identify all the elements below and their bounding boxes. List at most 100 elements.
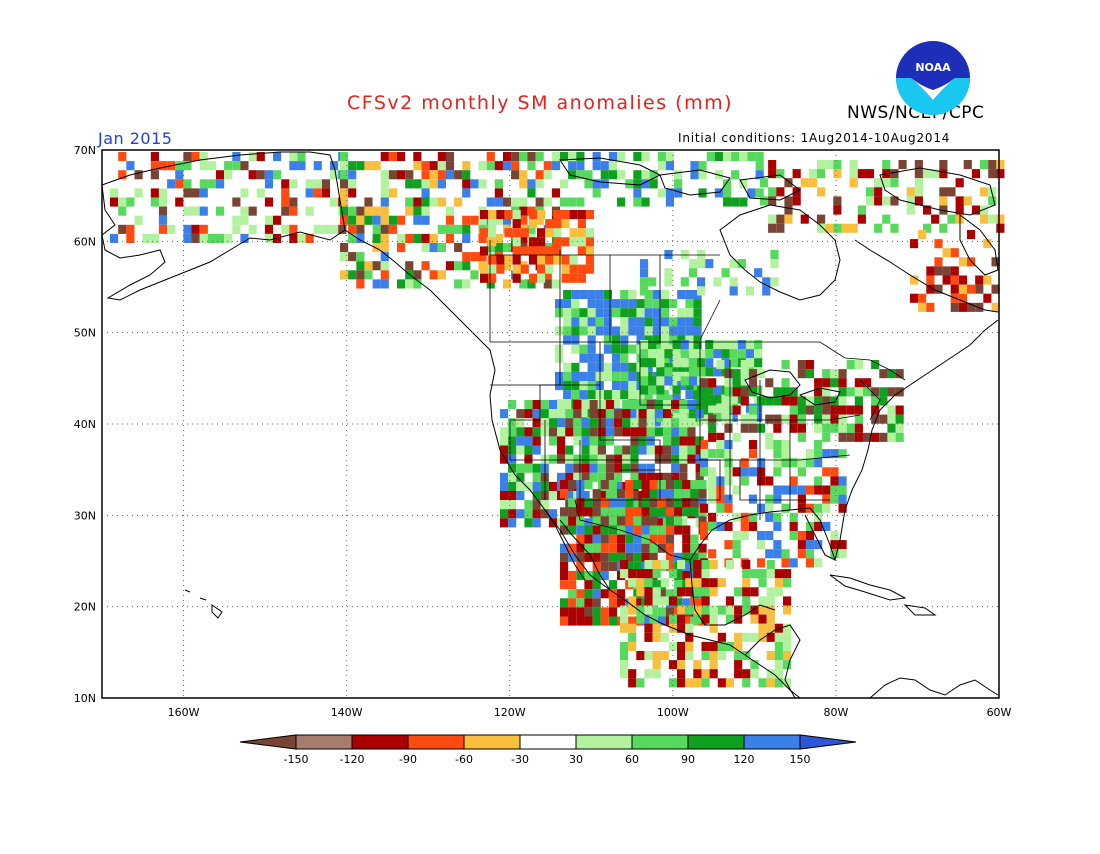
anomaly-cell xyxy=(757,540,766,550)
anomaly-cell xyxy=(685,308,694,318)
anomaly-cell xyxy=(797,458,806,468)
anomaly-cell xyxy=(887,405,896,415)
anomaly-cell xyxy=(573,409,582,419)
anomaly-cell xyxy=(774,641,783,651)
anomaly-cell xyxy=(445,161,455,171)
anomaly-cell xyxy=(516,409,525,419)
anomaly-cell xyxy=(560,197,569,207)
anomaly-cell xyxy=(991,257,1000,267)
anomaly-cell xyxy=(638,400,647,410)
anomaly-cell xyxy=(224,161,233,171)
anomaly-cell xyxy=(199,161,208,171)
anomaly-cell xyxy=(690,480,699,490)
anomaly-cell xyxy=(620,390,629,400)
anomaly-cell xyxy=(569,237,578,247)
anomaly-cell xyxy=(674,480,683,490)
anomaly-cell xyxy=(814,485,823,495)
anomaly-cell xyxy=(568,552,577,562)
anomaly-cell xyxy=(745,349,755,359)
anomaly-cell xyxy=(568,516,577,526)
anomaly-cell xyxy=(478,252,487,262)
anomaly-cell xyxy=(561,219,570,229)
anomaly-cell xyxy=(914,169,923,179)
anomaly-cell xyxy=(620,317,629,327)
anomaly-cell xyxy=(797,467,806,477)
anomaly-cell xyxy=(597,427,606,437)
anomaly-cell xyxy=(939,196,948,206)
anomaly-cell xyxy=(698,480,707,490)
anomaly-cell xyxy=(725,678,735,688)
anomaly-cell xyxy=(830,476,839,486)
anomaly-cell xyxy=(685,623,694,633)
anomaly-cell xyxy=(633,552,642,562)
anomaly-cell xyxy=(716,503,725,513)
anomaly-cell xyxy=(126,224,135,234)
anomaly-cell xyxy=(356,279,365,289)
anomaly-cell xyxy=(773,458,782,468)
anomaly-cell xyxy=(356,252,365,262)
anomaly-cell xyxy=(524,463,533,473)
anomaly-cell xyxy=(512,264,521,274)
anomaly-cell xyxy=(216,206,225,216)
anomaly-cell xyxy=(671,427,680,437)
anomaly-cell xyxy=(740,458,749,468)
anomaly-cell xyxy=(679,463,688,473)
anomaly-cell xyxy=(654,454,663,464)
anomaly-cell xyxy=(663,427,672,437)
anomaly-cell xyxy=(750,632,759,642)
anomaly-cell xyxy=(671,454,680,464)
anomaly-cell xyxy=(340,243,349,253)
anomaly-cell xyxy=(605,463,615,473)
anomaly-cell xyxy=(817,169,826,179)
anomaly-cell xyxy=(674,580,683,590)
anomaly-cell xyxy=(462,261,471,271)
anomaly-cell xyxy=(512,255,521,265)
anomaly-cell xyxy=(587,371,596,381)
anomaly-cell xyxy=(814,558,823,568)
anomaly-cell xyxy=(838,396,847,406)
anomaly-cell xyxy=(118,197,127,207)
anomaly-cell xyxy=(665,589,675,599)
anomaly-cell xyxy=(321,188,331,198)
anomaly-cell xyxy=(584,525,593,535)
anomaly-cell xyxy=(672,358,681,368)
anomaly-cell xyxy=(644,651,653,661)
anomaly-cell xyxy=(380,206,389,216)
anomaly-cell xyxy=(565,409,574,419)
anomaly-cell xyxy=(630,427,639,437)
anomaly-cell xyxy=(682,598,691,608)
anomaly-cell xyxy=(688,349,698,359)
anomaly-cell xyxy=(750,669,759,679)
anomaly-cell xyxy=(289,206,298,216)
anomaly-cell xyxy=(698,498,707,508)
anomaly-cell xyxy=(721,268,730,278)
anomaly-cell xyxy=(649,607,658,617)
anomaly-cell xyxy=(734,651,743,661)
anomaly-cell xyxy=(612,371,621,381)
anomaly-cell xyxy=(380,224,389,234)
anomaly-cell xyxy=(421,161,430,171)
anomaly-cell xyxy=(797,485,806,495)
anomaly-cell xyxy=(724,423,733,433)
anomaly-cell xyxy=(774,669,783,679)
anomaly-cell xyxy=(641,170,650,180)
anomaly-cell xyxy=(563,371,572,381)
anomaly-cell xyxy=(685,299,694,309)
anomaly-cell xyxy=(668,641,678,651)
anomaly-cell xyxy=(748,378,758,388)
anomaly-cell xyxy=(568,480,577,490)
anomaly-cell xyxy=(630,454,639,464)
anomaly-cell xyxy=(732,387,741,397)
anomaly-cell xyxy=(649,498,658,508)
anomaly-cell xyxy=(589,436,598,446)
anomaly-cell xyxy=(421,188,430,198)
anomaly-cell xyxy=(739,179,748,189)
anomaly-cell xyxy=(695,463,704,473)
anomaly-cell xyxy=(688,412,698,422)
anomaly-cell xyxy=(158,188,168,198)
anomaly-cell xyxy=(614,454,623,464)
anomaly-cell xyxy=(557,427,566,437)
anomaly-cell xyxy=(561,255,570,265)
anomaly-cell xyxy=(636,678,645,688)
anomaly-cell xyxy=(557,454,566,464)
